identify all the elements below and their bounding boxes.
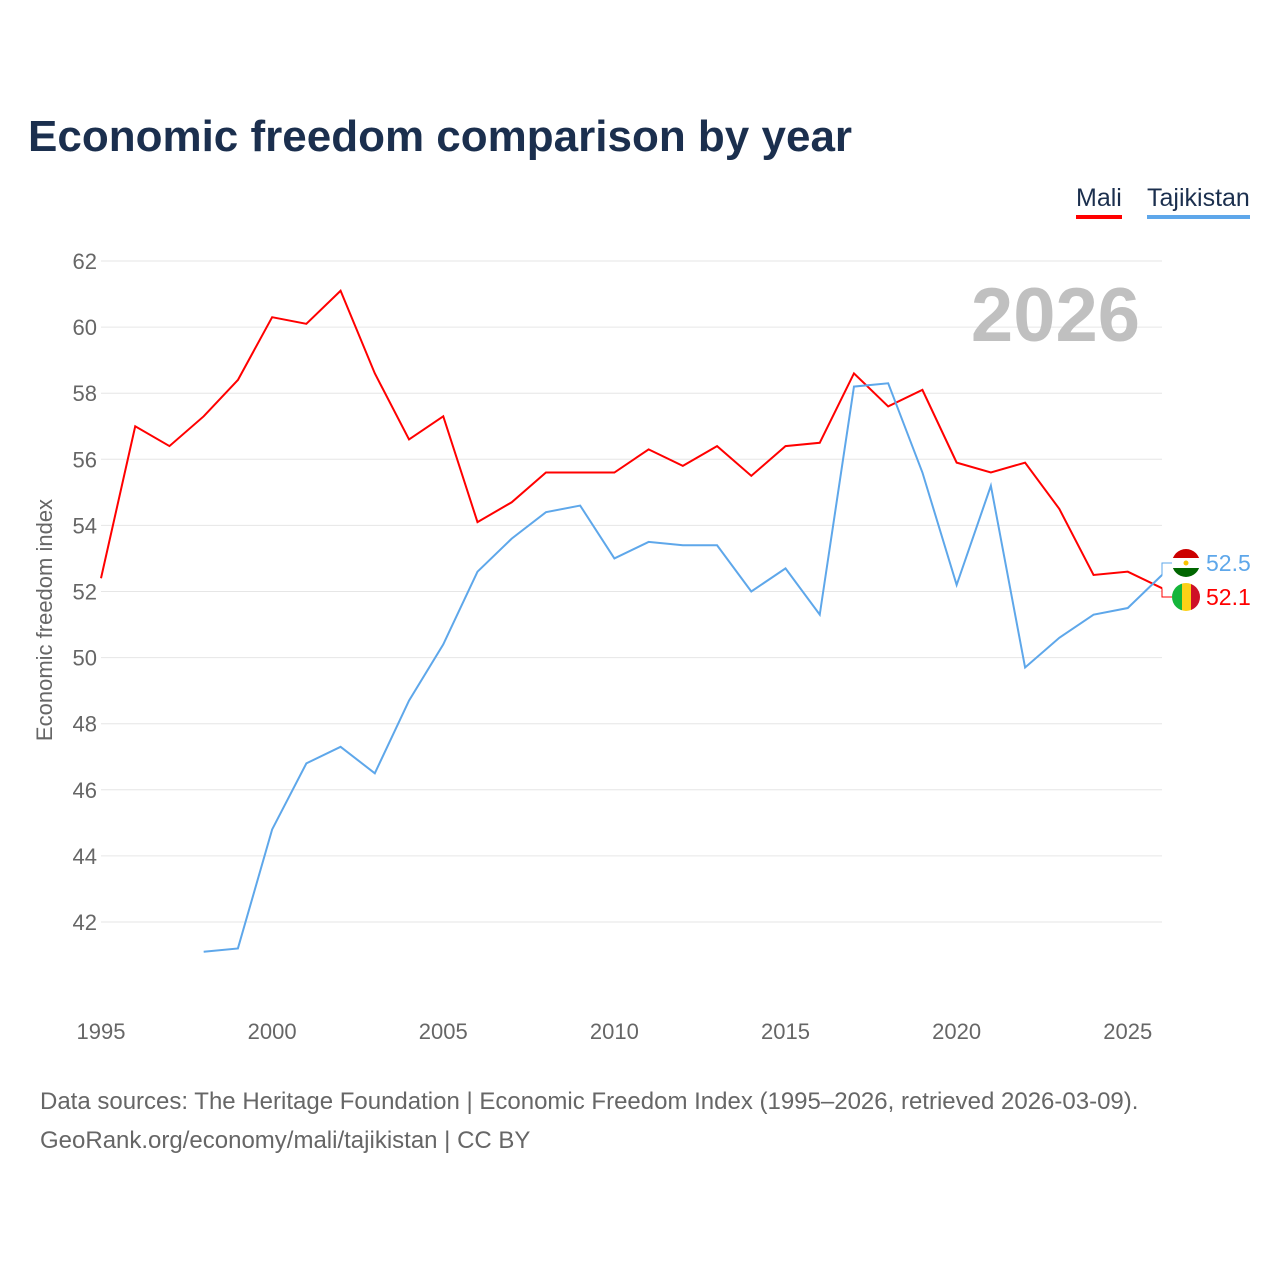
y-tick-label: 42 [73,910,97,935]
x-tick-label: 2005 [419,1019,468,1044]
end-connector [1161,562,1172,575]
flag-body [1172,583,1200,611]
end-connector [1161,588,1172,598]
y-tick-label: 60 [73,315,97,340]
x-tick-label: 2010 [590,1019,639,1044]
legend-tajikistan[interactable]: Tajikistan [1147,184,1250,219]
y-tick-label: 52 [73,580,97,605]
y-tick-label: 54 [73,513,97,538]
x-tick-label: 1995 [77,1019,126,1044]
y-tick-label: 44 [73,844,97,869]
end-value-label: 52.5 [1206,550,1251,576]
legend-mali[interactable]: Mali [1076,184,1122,219]
x-tick-label: 2025 [1103,1019,1152,1044]
mali-flag-icon [1172,583,1200,611]
x-tick-label: 2020 [932,1019,981,1044]
flag-stripe [1172,568,1200,577]
flag-body [1172,549,1200,577]
end-value-label: 52.1 [1206,584,1251,610]
flag-stripe [1172,549,1200,558]
chart-title: Economic freedom comparison by year [28,112,853,161]
y-tick-label: 56 [73,447,97,472]
y-tick-label: 62 [73,249,97,274]
flag-crown [1183,560,1189,566]
y-tick-label: 58 [73,381,97,406]
flag-stripe [1172,583,1182,611]
flag-stripe [1182,583,1191,611]
x-tick-label: 2015 [761,1019,810,1044]
y-axis-label: Economic freedom index [32,499,57,741]
x-tick-label: 2000 [248,1019,297,1044]
footer-credit: GeoRank.org/economy/mali/tajikistan | CC… [40,1127,531,1154]
series-line-mali [100,289,1163,590]
series-line-tajikistan [203,382,1163,953]
tajikistan-flag-icon [1172,549,1200,577]
y-tick-label: 46 [73,778,97,803]
year-watermark: 2026 [971,273,1140,358]
y-tick-label: 48 [73,712,97,737]
y-tick-label: 50 [73,646,97,671]
footer-sources: Data sources: The Heritage Foundation | … [40,1088,1139,1115]
flag-stripe [1191,583,1200,611]
